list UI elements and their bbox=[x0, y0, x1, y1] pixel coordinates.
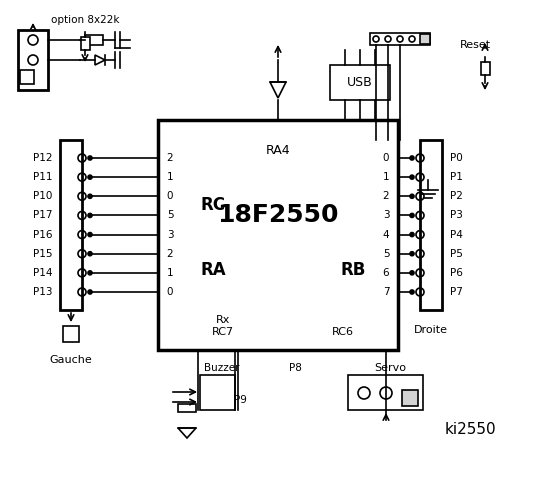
Circle shape bbox=[88, 271, 92, 275]
Bar bbox=[481, 62, 490, 75]
Text: Rx: Rx bbox=[216, 315, 230, 325]
Text: 0: 0 bbox=[167, 192, 173, 201]
Text: Reset: Reset bbox=[460, 40, 491, 50]
Text: P10: P10 bbox=[33, 192, 52, 201]
Text: ki2550: ki2550 bbox=[444, 422, 496, 437]
Text: RB: RB bbox=[340, 261, 366, 279]
Text: P15: P15 bbox=[33, 249, 52, 259]
Text: Droite: Droite bbox=[414, 325, 448, 335]
Text: RA: RA bbox=[200, 261, 226, 279]
Text: P13: P13 bbox=[33, 287, 52, 297]
Text: USB: USB bbox=[347, 76, 373, 89]
Text: P5: P5 bbox=[450, 249, 463, 259]
Text: P12: P12 bbox=[33, 153, 52, 163]
Circle shape bbox=[410, 271, 414, 275]
Text: Gauche: Gauche bbox=[50, 355, 92, 365]
Text: 1: 1 bbox=[166, 268, 173, 278]
Text: P2: P2 bbox=[450, 192, 463, 201]
Text: RC6: RC6 bbox=[332, 327, 354, 337]
Circle shape bbox=[410, 175, 414, 179]
Text: P7: P7 bbox=[450, 287, 463, 297]
Text: P4: P4 bbox=[450, 229, 463, 240]
Bar bbox=[348, 375, 423, 410]
Bar bbox=[81, 37, 90, 50]
Bar bbox=[420, 34, 430, 44]
Text: 0: 0 bbox=[167, 287, 173, 297]
Bar bbox=[420, 140, 442, 310]
Text: 4: 4 bbox=[383, 229, 389, 240]
Bar bbox=[402, 390, 418, 406]
Text: P11: P11 bbox=[33, 172, 52, 182]
Text: P3: P3 bbox=[450, 210, 463, 220]
Circle shape bbox=[88, 252, 92, 256]
Bar bbox=[18, 30, 48, 90]
Bar bbox=[85, 35, 103, 45]
Bar bbox=[63, 326, 79, 342]
Text: RC7: RC7 bbox=[212, 327, 234, 337]
Text: 0: 0 bbox=[383, 153, 389, 163]
Text: 3: 3 bbox=[383, 210, 389, 220]
Text: RA4: RA4 bbox=[265, 144, 290, 156]
Bar bbox=[158, 120, 398, 350]
Text: 2: 2 bbox=[166, 153, 173, 163]
Text: Servo: Servo bbox=[374, 363, 406, 373]
Circle shape bbox=[410, 233, 414, 237]
Circle shape bbox=[88, 233, 92, 237]
Text: 3: 3 bbox=[166, 229, 173, 240]
Text: 1: 1 bbox=[383, 172, 389, 182]
Circle shape bbox=[88, 290, 92, 294]
Circle shape bbox=[88, 156, 92, 160]
Text: 5: 5 bbox=[166, 210, 173, 220]
Text: P6: P6 bbox=[450, 268, 463, 278]
Bar bbox=[330, 65, 390, 100]
Circle shape bbox=[410, 156, 414, 160]
Text: P1: P1 bbox=[450, 172, 463, 182]
Circle shape bbox=[88, 214, 92, 217]
Text: P14: P14 bbox=[33, 268, 52, 278]
Circle shape bbox=[88, 175, 92, 179]
Text: 7: 7 bbox=[383, 287, 389, 297]
Bar bbox=[370, 33, 430, 45]
Text: 5: 5 bbox=[383, 249, 389, 259]
Text: 2: 2 bbox=[383, 192, 389, 201]
Bar bbox=[200, 375, 235, 410]
Bar bbox=[20, 70, 34, 84]
Text: option 8x22k: option 8x22k bbox=[51, 15, 119, 25]
Circle shape bbox=[410, 214, 414, 217]
Text: 18F2550: 18F2550 bbox=[217, 203, 339, 227]
Text: P17: P17 bbox=[33, 210, 52, 220]
Text: Buzzer: Buzzer bbox=[204, 363, 240, 373]
Text: P9: P9 bbox=[233, 395, 247, 405]
Circle shape bbox=[410, 290, 414, 294]
Text: RC: RC bbox=[201, 196, 226, 214]
Text: 2: 2 bbox=[166, 249, 173, 259]
Circle shape bbox=[410, 252, 414, 256]
Circle shape bbox=[88, 194, 92, 198]
Text: 6: 6 bbox=[383, 268, 389, 278]
Circle shape bbox=[410, 194, 414, 198]
Text: 1: 1 bbox=[166, 172, 173, 182]
Text: P0: P0 bbox=[450, 153, 463, 163]
Text: P8: P8 bbox=[289, 363, 301, 373]
Bar bbox=[178, 404, 196, 412]
Text: P16: P16 bbox=[33, 229, 52, 240]
Bar bbox=[60, 140, 82, 310]
